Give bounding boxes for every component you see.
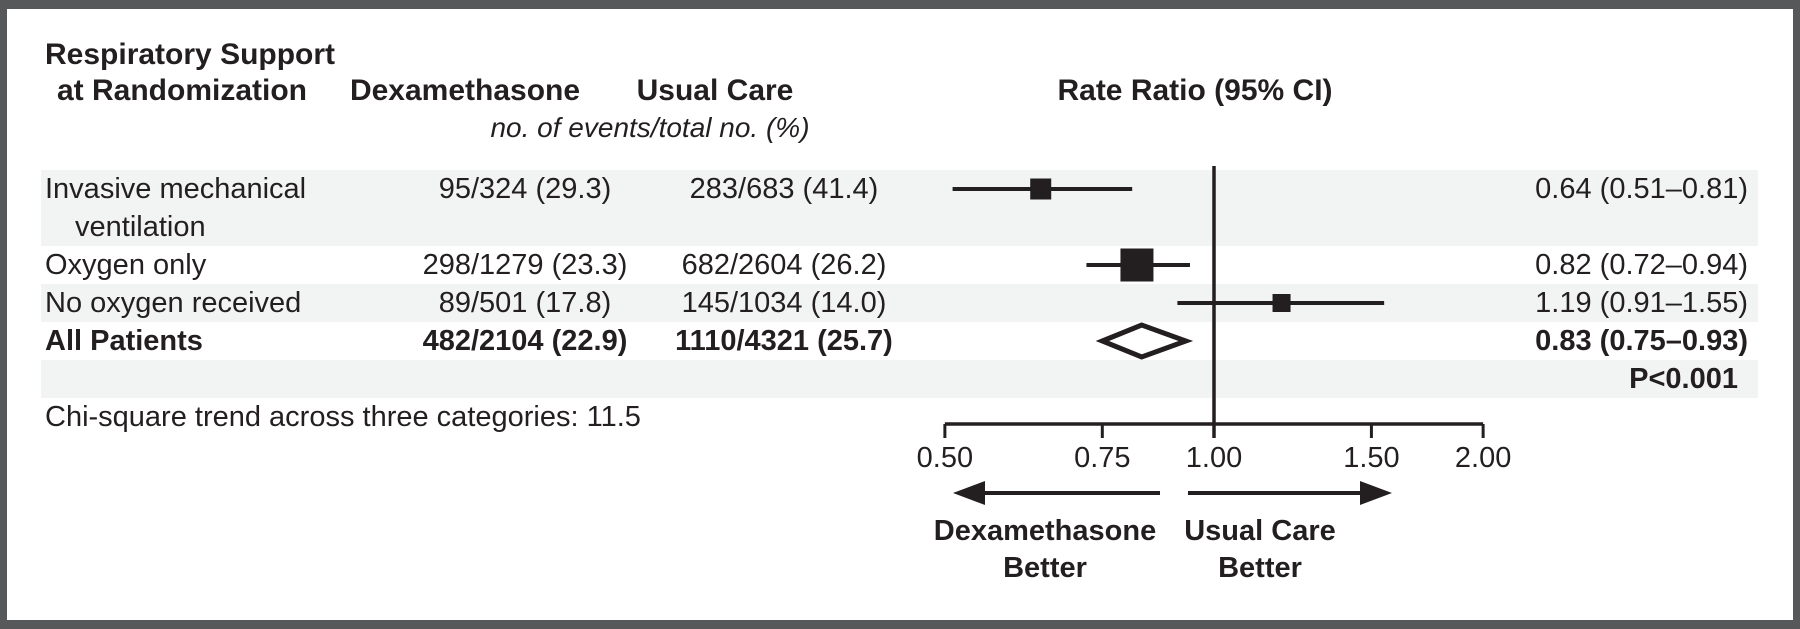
point-estimate-square: [1120, 248, 1154, 282]
row-label: No oxygen received: [45, 287, 302, 319]
row-shading-band: [41, 360, 1758, 398]
usual-care-value: 283/683 (41.4): [689, 173, 879, 205]
figure-canvas: 0.50 0.75 1.00 1.50 2.00 Respiratory Support…: [7, 9, 1793, 620]
left-direction-label-line1: Dexamethasone: [933, 515, 1157, 547]
rate-ratio-value: 1.19 (0.91–1.55): [1535, 287, 1748, 319]
row-label-column-header-line1: Respiratory Support: [45, 38, 336, 71]
right-direction-label-line1: Usual Care: [1184, 515, 1336, 547]
forest-plot-canvas: 0.50 0.75 1.00 1.50 2.00: [917, 166, 1511, 505]
row-shading-band: [41, 284, 1758, 322]
rate-ratio-value: 0.82 (0.72–0.94): [1535, 249, 1748, 281]
column-header-dexamethasone: Dexamethasone: [349, 74, 581, 107]
rate-ratio-value: 0.83 (0.75–0.93): [1535, 325, 1748, 357]
point-estimate-square: [1030, 178, 1052, 200]
right-arrow-head: [1360, 481, 1392, 505]
right-direction-label-line2: Better: [1218, 552, 1302, 584]
axis-tick-label: 0.75: [1074, 442, 1130, 474]
usual-care-value: 145/1034 (14.0): [681, 287, 887, 319]
p-value: P<0.001: [1629, 363, 1738, 395]
axis-tick-label: 0.50: [917, 442, 973, 474]
row-label-column-header-line2: at Randomization: [57, 74, 308, 107]
row-label: Invasive mechanical: [45, 173, 307, 205]
summary-diamond: [1095, 322, 1194, 360]
left-direction-label-line2: Better: [1003, 552, 1087, 584]
column-header-usual-care: Usual Care: [636, 74, 794, 107]
dexamethasone-value: 482/2104 (22.9): [422, 325, 628, 357]
row-label-wrap: ventilation: [75, 211, 206, 243]
rate-ratio-value: 0.64 (0.51–0.81): [1535, 173, 1748, 205]
column-header-rate-ratio: Rate Ratio (95% CI): [1057, 74, 1333, 107]
dexamethasone-value: 298/1279 (23.3): [422, 249, 628, 281]
row-label-all-patients: All Patients: [45, 325, 203, 357]
row-shading-band: [41, 170, 1758, 246]
usual-care-value: 682/2604 (26.2): [681, 249, 887, 281]
axis-tick-label: 2.00: [1455, 442, 1511, 474]
dexamethasone-value: 89/501 (17.8): [438, 287, 612, 319]
row-label: Oxygen only: [45, 249, 207, 281]
axis-tick-label: 1.50: [1343, 442, 1399, 474]
axis-tick-label: 1.00: [1186, 442, 1242, 474]
point-estimate-square: [1272, 294, 1291, 312]
left-arrow-head: [953, 481, 985, 505]
chi-square-footnote: Chi-square trend across three categories…: [45, 401, 641, 433]
units-subheader: no. of events/total no. (%): [490, 112, 810, 143]
dexamethasone-value: 95/324 (29.3): [438, 173, 612, 205]
usual-care-value: 1110/4321 (25.7): [675, 325, 893, 357]
